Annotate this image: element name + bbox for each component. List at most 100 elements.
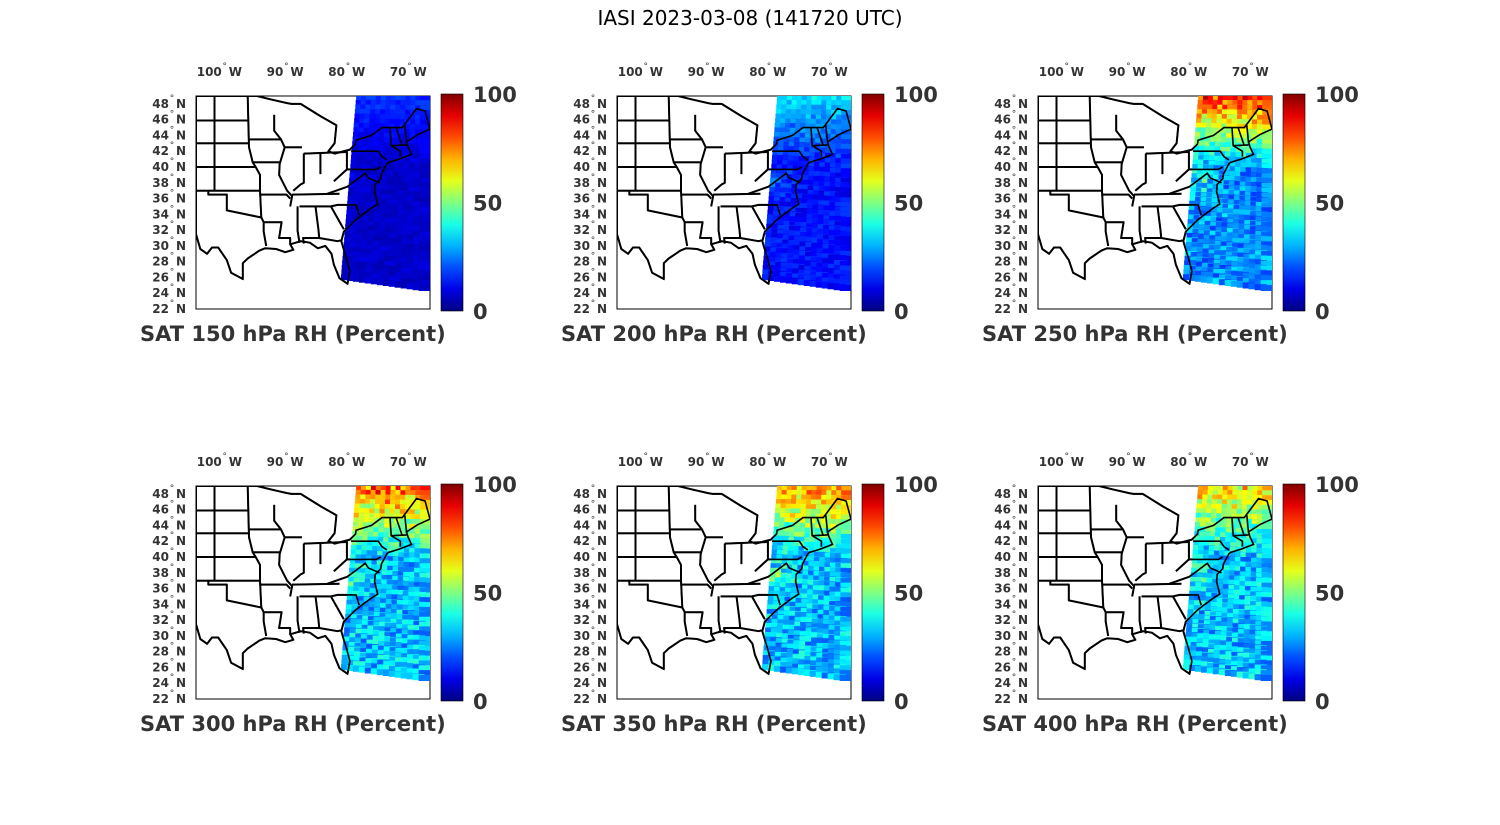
swath-pixel — [1260, 660, 1272, 667]
state-border — [1134, 153, 1147, 192]
swath-pixel — [1248, 283, 1261, 290]
svg-text:°: ° — [1188, 62, 1193, 72]
swath-pixel — [839, 275, 851, 282]
lat-tick-label: 32 ° N — [573, 610, 607, 627]
state-border — [720, 204, 781, 216]
swath-pixel — [1260, 645, 1272, 652]
state-border — [404, 515, 408, 534]
map-svg: 100 ° W 90 ° W 80 ° W 70 ° W48 ° N46 ° N44 ° N42 ° N40 ° N38 °… — [982, 62, 1359, 346]
swath-pixel — [418, 251, 430, 257]
swath-pixel — [418, 260, 430, 267]
swath-pixel — [1230, 280, 1243, 287]
swath-pixel — [841, 114, 851, 121]
svg-text:°: ° — [170, 110, 175, 120]
state-border — [1193, 540, 1230, 551]
svg-text:N: N — [1018, 566, 1028, 580]
svg-text:N: N — [176, 113, 186, 127]
lat-tick-label: 42 ° N — [994, 531, 1028, 548]
svg-text:N: N — [176, 270, 186, 284]
svg-text:°: ° — [170, 157, 175, 167]
svg-text:°: ° — [591, 689, 596, 699]
lat-tick-label: 40 ° N — [994, 157, 1028, 174]
svg-text:W: W — [290, 455, 303, 469]
svg-text:°: ° — [591, 110, 596, 120]
svg-text:N: N — [597, 192, 607, 206]
svg-text:N: N — [597, 255, 607, 269]
coastline — [196, 486, 430, 676]
swath-pixel — [840, 626, 851, 633]
swath-pixel — [839, 670, 851, 677]
svg-text:N: N — [1018, 97, 1028, 111]
svg-text:N: N — [1018, 128, 1028, 142]
swath-pixel — [419, 607, 430, 613]
svg-text:°: ° — [705, 452, 710, 462]
lat-tick-label: 34 ° N — [994, 204, 1028, 221]
svg-text:°: ° — [170, 547, 175, 557]
svg-text:22: 22 — [152, 692, 169, 706]
swath-pixel — [1261, 207, 1272, 214]
svg-text:44: 44 — [152, 128, 169, 142]
swath-pixel — [839, 255, 851, 262]
svg-text:°: ° — [591, 547, 596, 557]
swath-pixel — [419, 139, 430, 146]
swath-pixel — [840, 139, 851, 146]
swath-pixel — [1262, 509, 1272, 516]
svg-text:80: 80 — [749, 455, 766, 469]
svg-text:N: N — [1018, 286, 1028, 300]
swath-pixel — [1261, 577, 1272, 584]
svg-text:46: 46 — [573, 113, 590, 127]
lat-tick-label: 38 ° N — [152, 173, 186, 190]
colorbar-tick: 100 — [894, 473, 938, 497]
svg-text:26: 26 — [994, 660, 1011, 674]
lat-tick-label: 36 ° N — [573, 189, 607, 206]
svg-text:°: ° — [591, 283, 596, 293]
swath-pixel — [839, 251, 851, 257]
swath-pixel — [419, 148, 430, 155]
swath-pixel — [841, 129, 851, 136]
svg-text:22: 22 — [152, 302, 169, 316]
swath-pixel — [839, 636, 851, 643]
svg-text:°: ° — [828, 62, 833, 72]
swath-pixel — [1261, 563, 1272, 570]
lat-tick-label: 40 ° N — [152, 157, 186, 174]
lon-tick-label: 90 ° W — [688, 62, 725, 79]
svg-text:°: ° — [223, 62, 228, 72]
swath-pixel — [1261, 558, 1272, 565]
state-border — [391, 144, 407, 147]
svg-text:°: ° — [1012, 673, 1017, 683]
swath-pixel — [797, 669, 810, 676]
svg-text:N: N — [1018, 487, 1028, 501]
swath-pixel — [840, 158, 851, 165]
state-border — [681, 583, 712, 590]
swath-pixel — [419, 192, 430, 199]
svg-text:100: 100 — [197, 65, 222, 79]
svg-text:42: 42 — [573, 534, 590, 548]
swath-pixel — [419, 534, 430, 540]
swath-pixel — [839, 665, 851, 672]
svg-text:N: N — [597, 518, 607, 532]
lat-tick-label: 46 ° N — [573, 500, 607, 517]
swath-pixel — [1261, 572, 1272, 579]
svg-text:N: N — [1018, 207, 1028, 221]
lat-tick-label: 30 ° N — [994, 236, 1028, 253]
svg-text:44: 44 — [573, 518, 590, 532]
panel-title: SAT 250 hPa RH (Percent) — [982, 322, 1288, 346]
swath-pixel — [419, 163, 430, 170]
lon-tick-label: 80 ° W — [1170, 62, 1207, 79]
swath-pixel — [1261, 631, 1272, 638]
svg-text:44: 44 — [994, 128, 1011, 142]
lat-tick-label: 22 ° N — [573, 689, 607, 706]
colorbar-tick: 0 — [894, 690, 909, 714]
map-svg: 100 ° W 90 ° W 80 ° W 70 ° W48 ° N46 ° N44 ° N42 ° N40 ° N38 °… — [982, 452, 1359, 736]
swath-pixel — [1261, 621, 1272, 628]
svg-text:°: ° — [1012, 563, 1017, 573]
panel-title: SAT 150 hPa RH (Percent) — [140, 322, 446, 346]
svg-text:32: 32 — [994, 613, 1011, 627]
state-border — [740, 237, 762, 243]
svg-text:W: W — [650, 455, 663, 469]
svg-text:N: N — [597, 692, 607, 706]
svg-text:34: 34 — [994, 207, 1011, 221]
swath-pixel — [840, 173, 851, 180]
state-border — [720, 594, 781, 606]
state-border — [263, 221, 291, 245]
